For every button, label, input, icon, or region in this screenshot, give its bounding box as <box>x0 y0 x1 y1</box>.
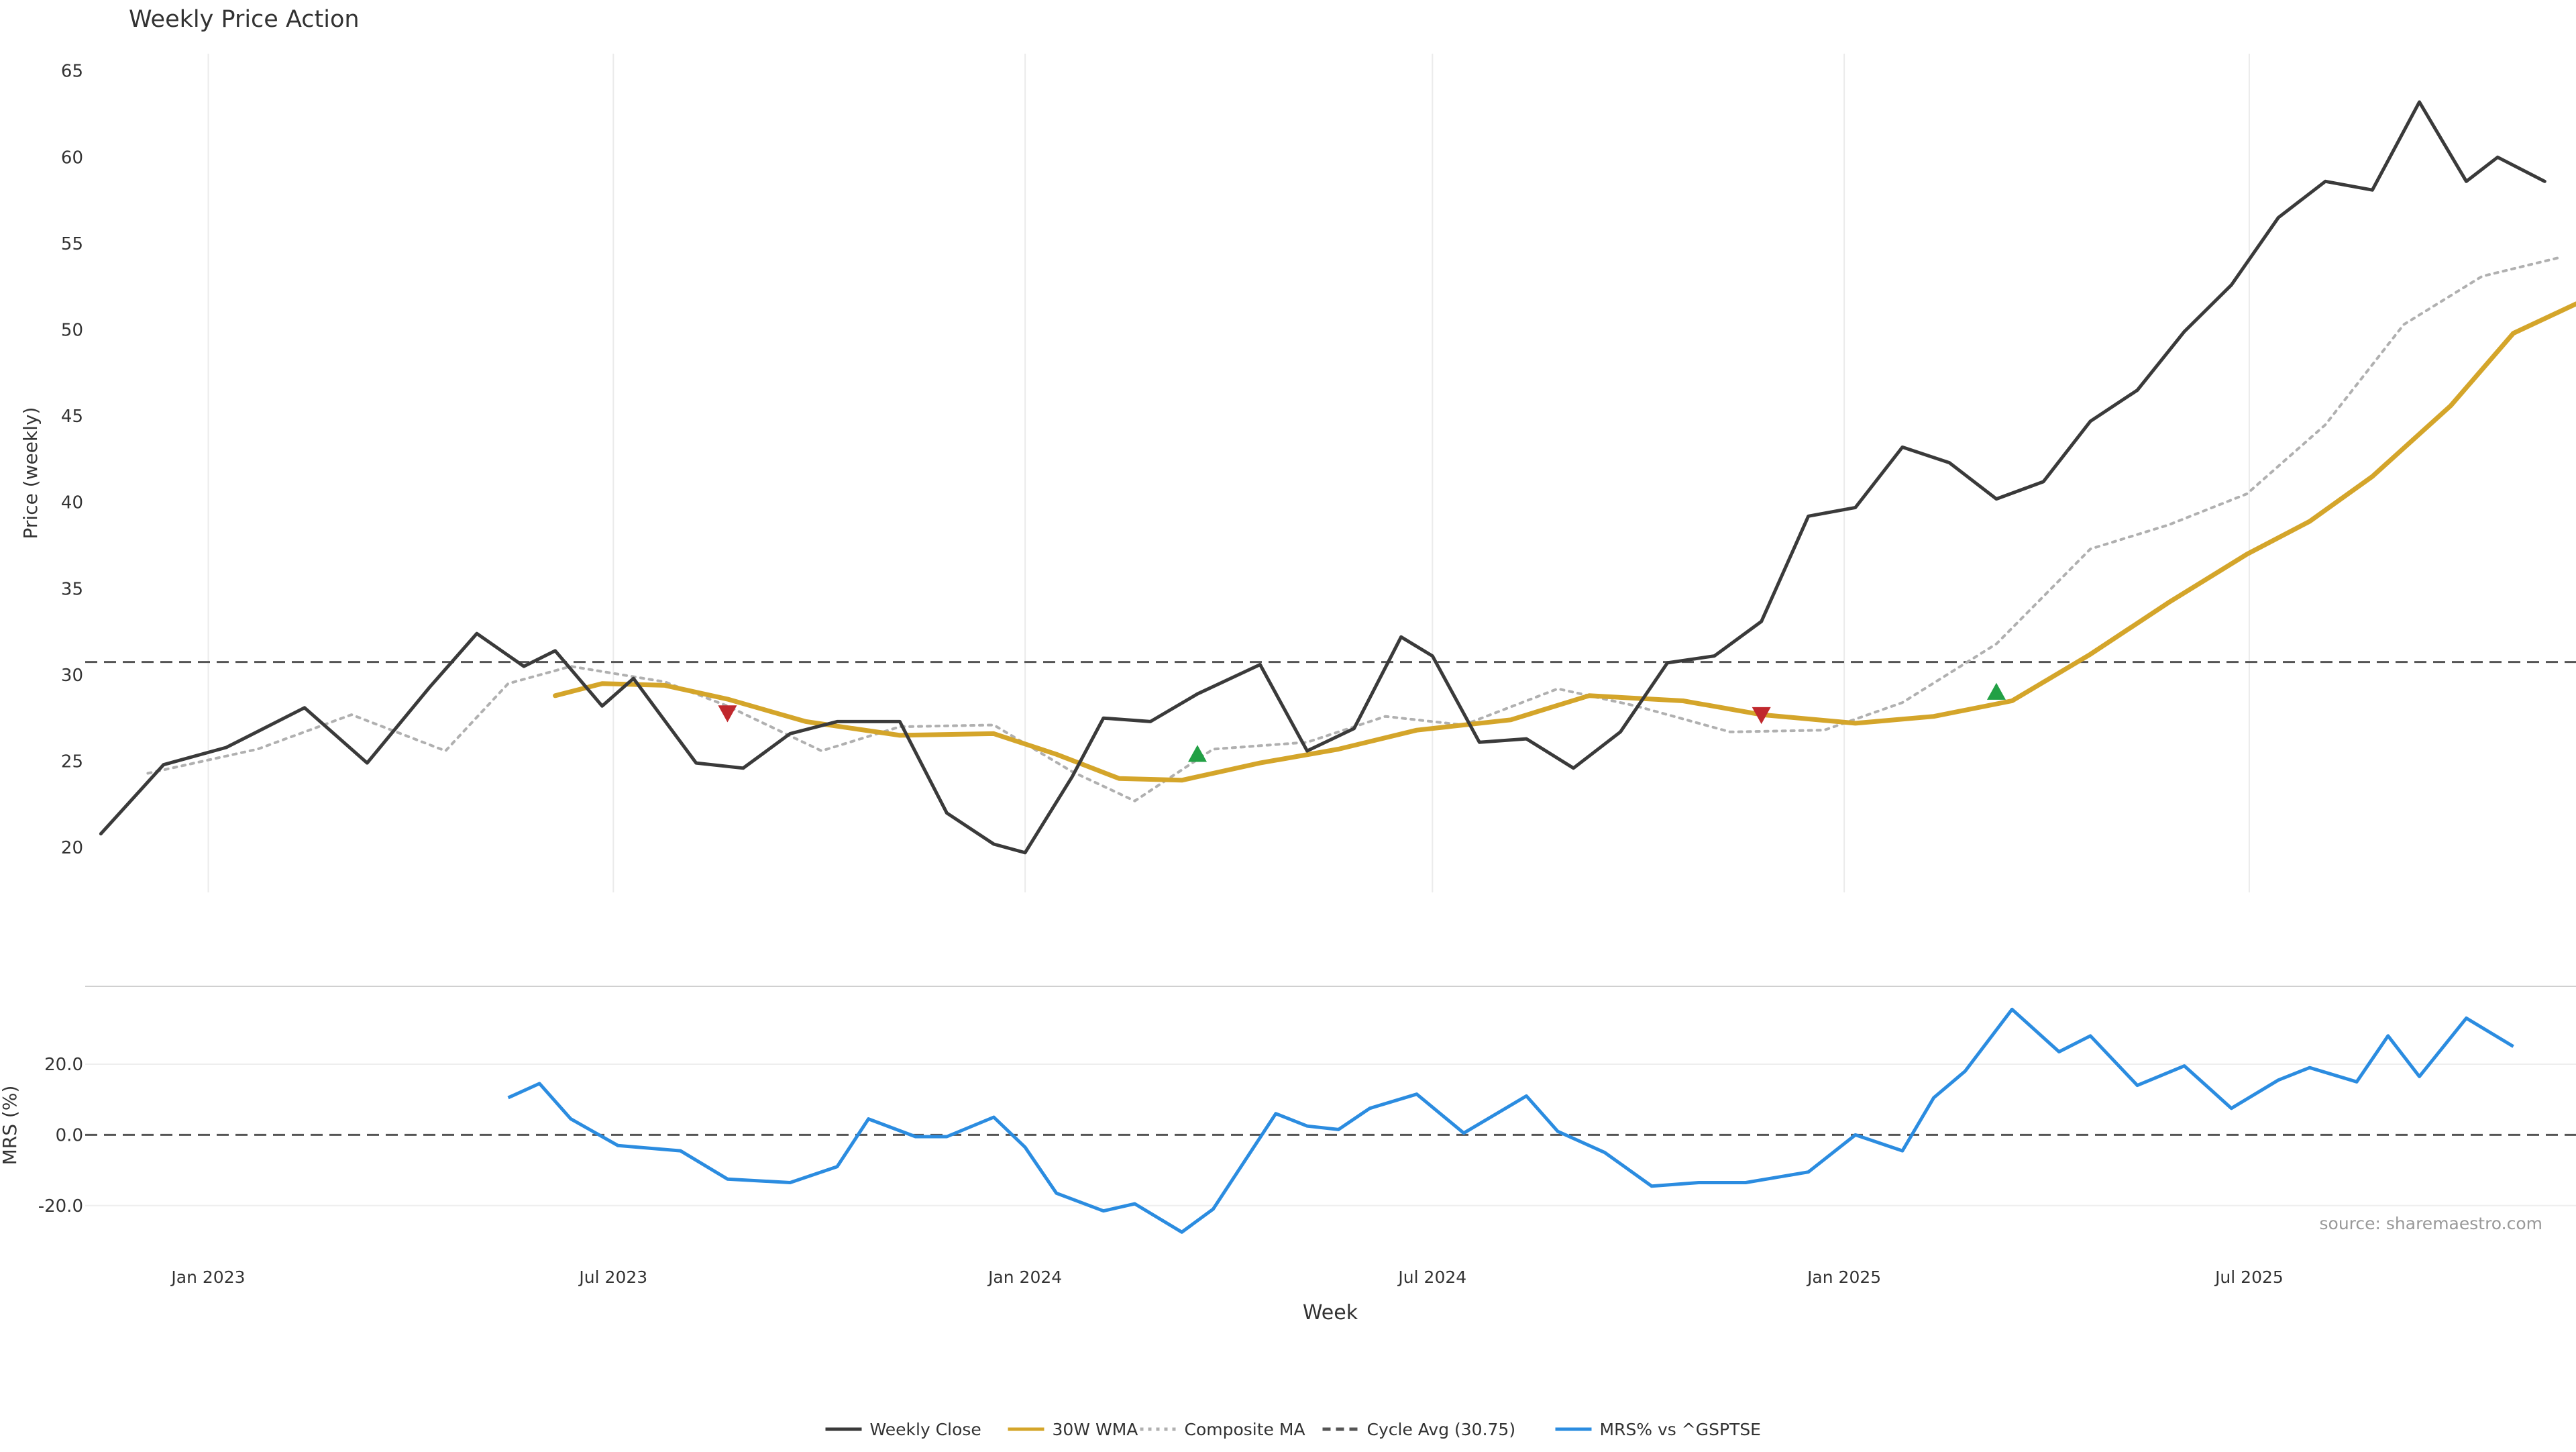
x-tick-label: Jan 2025 <box>1806 1267 1881 1287</box>
price-tick-label: 50 <box>61 321 83 341</box>
series-line-weekly-close <box>99 100 2546 855</box>
price-tick-label: 65 <box>61 62 83 82</box>
legend: Weekly Close 30W WMA Composite MA Cycle Avg… <box>825 1420 1761 1439</box>
legend-label: MRS% vs ^GSPTSE <box>1600 1420 1761 1439</box>
price-tick-label: 25 <box>61 752 83 772</box>
x-tick-label: Jan 2023 <box>170 1267 245 1287</box>
sell-signal-marker <box>718 705 737 723</box>
series-line-composite-ma <box>146 256 2562 802</box>
sell-signal-marker <box>1752 707 1771 725</box>
price-tick-label: 20 <box>61 838 83 858</box>
price-tick-label: 45 <box>61 407 83 427</box>
mrs-tick-label: 0.0 <box>56 1125 83 1145</box>
x-tick-label: Jul 2025 <box>2214 1267 2284 1287</box>
legend-label: 30W WMA <box>1053 1420 1138 1439</box>
x-axis-label: Week <box>1303 1301 1358 1325</box>
price-axis-label: Price (weekly) <box>19 407 42 539</box>
mrs-tick-label: 20.0 <box>44 1055 83 1075</box>
grid-layer <box>85 54 2576 1206</box>
source-note: source: sharemaestro.com <box>2320 1214 2543 1233</box>
tick-layer: Jan 2023 Jul 2023 Jan 2024 Jul 2024 Jan 2025… <box>38 62 2284 1287</box>
price-tick-label: 55 <box>61 234 83 254</box>
mrs-tick-label: -20.0 <box>38 1196 83 1216</box>
chart-title: Weekly Price Action <box>129 6 360 33</box>
series-line-30w-wma <box>553 301 2576 783</box>
x-tick-label: Jan 2024 <box>987 1267 1062 1287</box>
legend-label: Composite MA <box>1185 1420 1305 1439</box>
series-line-mrs <box>507 1007 2514 1234</box>
price-tick-label: 35 <box>61 579 83 599</box>
buy-signal-marker <box>1188 745 1208 762</box>
legend-label: Cycle Avg (30.75) <box>1367 1420 1516 1439</box>
x-tick-label: Jul 2024 <box>1397 1267 1466 1287</box>
price-tick-label: 60 <box>61 148 83 168</box>
price-tick-label: 30 <box>61 666 83 686</box>
x-tick-label: Jul 2023 <box>578 1267 647 1287</box>
legend-label: Weekly Close <box>870 1420 981 1439</box>
series-layer <box>85 100 2576 1234</box>
price-tick-label: 40 <box>61 493 83 513</box>
buy-signal-marker <box>1986 682 2006 700</box>
mrs-axis-label: MRS (%) <box>0 1086 21 1165</box>
